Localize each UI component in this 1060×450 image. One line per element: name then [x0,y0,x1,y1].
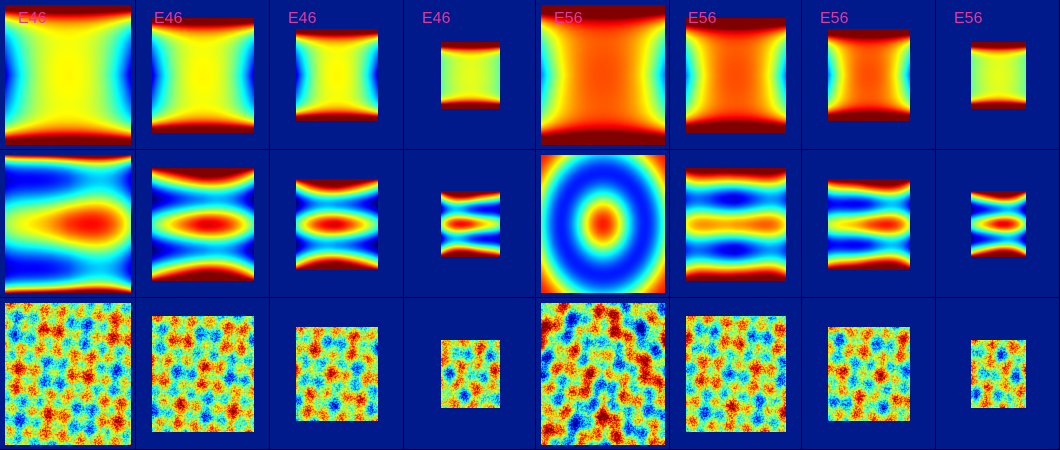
image-panel [670,150,802,298]
column-label: E46 [288,10,317,27]
image-panel [404,298,536,450]
image-panel [136,298,270,450]
heatmap-image [686,316,786,432]
heatmap-image [541,155,665,293]
column-label: E56 [554,10,583,27]
heatmap-image [828,29,910,121]
image-panel [0,298,136,450]
heatmap-image [441,191,500,257]
image-panel [536,298,670,450]
heatmap-image [296,179,378,270]
column-label: E46 [18,10,47,27]
image-panel [670,298,802,450]
image-panel: E46 [0,0,136,150]
heatmap-image [541,303,665,445]
image-panel [802,298,936,450]
image-panel: E46 [270,0,404,150]
heatmap-image [686,168,786,281]
heatmap-image [971,340,1026,408]
image-panel: E56 [670,0,802,150]
heatmap-image [971,191,1026,257]
heatmap-image [686,18,786,133]
image-panel [136,150,270,298]
column-label: E56 [954,10,983,27]
column-label: E56 [688,10,717,27]
heatmap-image [441,340,500,408]
image-panel: E46 [404,0,536,150]
heatmap-image [152,316,254,432]
heatmap-image [152,18,254,133]
heatmap-image [541,5,665,145]
image-panel [936,298,1060,450]
heatmap-image [5,303,131,445]
heatmap-image [296,29,378,121]
image-panel: E56 [936,0,1060,150]
heatmap-image [296,327,378,421]
image-panel: E56 [536,0,670,150]
heatmap-image [971,42,1026,109]
heatmap-image [828,179,910,270]
image-panel [404,150,536,298]
image-panel [270,298,404,450]
heatmap-image [828,327,910,421]
image-panel [270,150,404,298]
image-panel [936,150,1060,298]
heatmap-image [5,155,131,293]
heatmap-image [5,5,131,145]
image-panel [802,150,936,298]
image-panel: E56 [802,0,936,150]
image-panel [536,150,670,298]
image-panel: E46 [136,0,270,150]
column-label: E46 [422,10,451,27]
heatmap-image [152,168,254,281]
column-label: E56 [820,10,849,27]
image-panel [0,150,136,298]
column-label: E46 [154,10,183,27]
heatmap-image [441,42,500,109]
